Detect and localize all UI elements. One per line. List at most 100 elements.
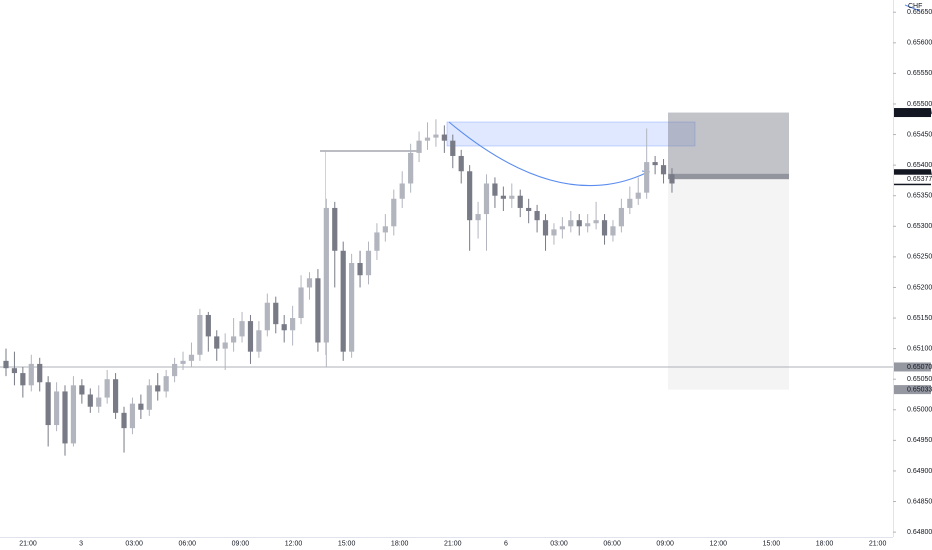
x-tick-label: 03:00 [550,540,568,547]
candle-body [559,226,565,230]
price-label: 0.65386 [907,171,932,178]
candle-body [62,391,68,444]
candle-body [593,220,599,224]
candle-body [483,183,490,215]
candle-body [214,336,220,349]
candle-body [121,412,127,429]
candle-body [28,363,34,386]
candle-body [492,183,498,196]
entry-band [668,173,789,180]
y-tick-label: 0.65400 [907,162,932,169]
candle-body [450,140,456,156]
candle-body [467,171,473,221]
price-label-bg [894,385,931,395]
candle-body [618,207,624,227]
candle-body [188,354,195,361]
candle-body [256,330,262,352]
x-tick-label: 06:00 [603,540,621,547]
candle-body [357,262,363,276]
price-label: 0.65486 [907,109,932,116]
y-tick-label: 0.64850 [907,498,932,505]
y-tick-label: 0.65150 [907,315,932,322]
candle-body [475,214,481,221]
y-tick-label: 0.65600 [907,40,932,47]
price-label-bg [894,174,931,184]
candle-body [273,302,279,325]
arc-arrow[interactable] [448,121,649,187]
candle-body [79,385,85,395]
candle-body [11,368,18,374]
candle-body [374,232,380,251]
candle-body [568,220,574,227]
candle-body [197,314,203,355]
candle-body [112,379,119,413]
candle-body [205,314,211,337]
candle-body [180,360,186,364]
candle-body [424,137,431,141]
corner-line [904,4,921,12]
candle-body [138,403,144,410]
x-tick-label: 06:00 [179,540,197,547]
candle-body [542,220,549,236]
candle-body [222,342,228,349]
candle-body [129,403,136,429]
candle-body [146,385,152,410]
y-tick-label: 0.64900 [907,468,932,475]
price-label: 0.65070 [907,364,932,371]
candle-body [635,192,641,199]
price-label: 0.65033 [907,386,932,393]
target-zone [668,179,789,390]
candle-body [231,336,237,343]
candle-body [163,376,169,392]
y-tick-label: 0.65350 [907,193,932,200]
x-tick-label: 3 [79,540,83,547]
candle-body [87,394,93,407]
candle-body [627,198,633,208]
candle-body [323,207,329,343]
price-label-bg [894,108,931,118]
candle-body [408,152,414,184]
y-tick-label: 0.65650 [907,9,932,16]
candle-body [669,174,675,184]
candle-body [391,198,397,227]
candle-body [239,321,245,337]
candle-body [551,229,557,236]
candle-body [576,220,582,227]
candle-body [610,226,616,236]
candle-body [172,363,178,377]
candle-body [382,226,388,233]
candle-body [3,360,9,369]
y-tick-label: 0.64800 [907,529,932,536]
candle-body [399,183,405,199]
candle-body [306,278,313,288]
candle-body [349,262,355,352]
x-tick-label: 12:00 [710,540,728,547]
candle-body [45,382,51,426]
candle-body [441,134,447,141]
candle-body [534,211,540,221]
x-tick-label: 15:00 [763,540,781,547]
candle-body [281,324,287,331]
candle-body [104,379,110,398]
y-tick-label: 0.65250 [907,254,932,261]
candle-body [644,162,650,193]
candle-body [247,321,254,352]
candle-body [517,195,523,208]
candle-body [290,318,296,331]
candle-body [332,207,338,251]
candle-body [660,165,667,175]
candle-body [96,397,102,407]
y-tick-label: 0.65550 [907,70,932,77]
candle-body [500,195,506,199]
candle-body [526,207,532,212]
candle-body [315,278,321,343]
candle-body [37,363,43,383]
x-tick-label: 21:00 [19,540,37,547]
zone-rectangle[interactable] [446,121,696,147]
y-tick-label: 0.65450 [907,131,932,138]
x-tick-label: 09:00 [232,540,250,547]
currency-label: CHF [908,3,922,10]
y-tick-label: 0.65050 [907,376,932,383]
